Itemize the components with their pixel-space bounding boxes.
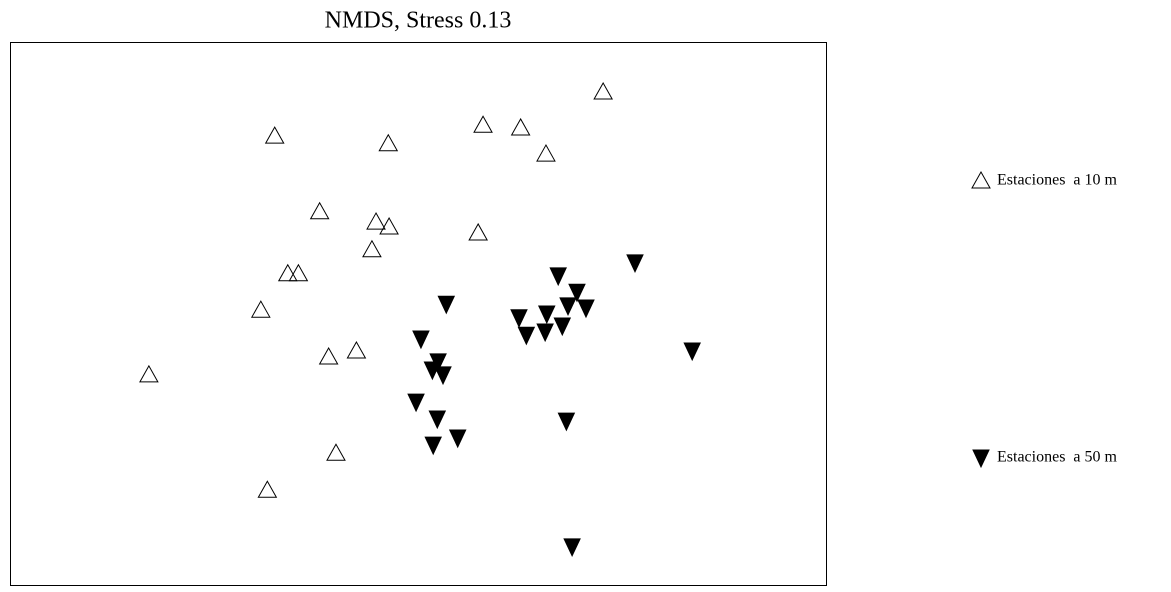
point [412,330,430,350]
point [510,117,531,136]
point [448,429,467,449]
point [257,480,278,498]
point [626,254,644,274]
point [549,267,567,287]
legend-symbol [972,449,990,469]
point [318,346,339,365]
point [309,201,330,220]
point [568,283,586,303]
point [379,216,399,235]
point [437,295,456,315]
point [557,412,576,432]
point [553,317,572,337]
point [536,323,554,343]
point [468,222,488,241]
point [593,82,613,100]
point [288,263,309,282]
point [378,133,399,152]
point [683,342,701,362]
point [277,263,298,282]
point [517,326,536,346]
point [250,300,271,318]
point [346,340,367,359]
legend-symbol [971,170,991,189]
point [563,538,581,558]
point [424,436,442,456]
legend-label: Estaciones a 10 m [997,172,1118,189]
point [473,115,493,133]
point [362,239,382,258]
point [510,309,528,328]
point [326,443,346,461]
point [428,410,447,430]
point [577,299,595,319]
point [536,144,556,162]
point [407,393,425,413]
point [434,366,452,386]
legend-label: Estaciones a 50 m [997,449,1118,466]
point [537,305,556,325]
point [139,364,159,383]
plot-frame [10,42,827,586]
point [559,297,577,317]
point [366,212,386,230]
point [264,126,285,144]
chart-title: NMDS, Stress 0.13 [325,8,512,34]
